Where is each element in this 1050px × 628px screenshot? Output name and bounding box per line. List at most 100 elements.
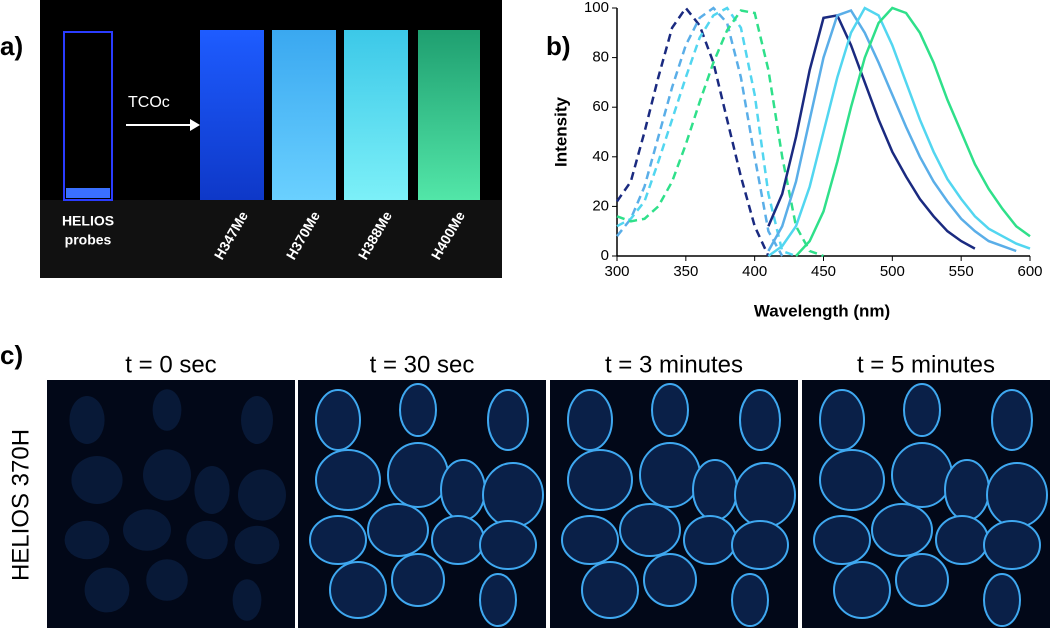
y-tick-label: 100 [584, 0, 609, 16]
y-tick-label: 20 [592, 197, 609, 214]
cell [315, 449, 381, 511]
micrographs [47, 380, 1050, 628]
cell [399, 383, 437, 437]
speckle [234, 525, 280, 565]
row-label: HELIOS 370H [7, 429, 34, 581]
cell [833, 561, 891, 619]
cell [991, 389, 1033, 451]
speckle [69, 396, 105, 444]
cell [567, 449, 633, 511]
cell [651, 383, 689, 437]
x-tick-label: 550 [949, 263, 974, 280]
cell [986, 462, 1048, 528]
y-tick-label: 60 [592, 98, 609, 115]
cell [440, 459, 486, 521]
cuvette [418, 30, 480, 200]
x-tick-label: 500 [880, 263, 905, 280]
speckle [232, 579, 262, 621]
cell [567, 389, 613, 451]
speckle [123, 509, 171, 551]
cell [309, 515, 367, 565]
x-tick-label: 600 [1017, 263, 1042, 280]
image-title: t = 0 sec [125, 351, 216, 378]
x-tick-label: 300 [604, 263, 629, 280]
cell [315, 389, 361, 451]
cell [482, 462, 544, 528]
speckle [71, 456, 123, 504]
series-line [616, 6, 797, 258]
speckle [64, 520, 110, 560]
micrograph [550, 380, 798, 628]
speckle [238, 469, 286, 521]
cell [983, 520, 1041, 570]
cell [983, 573, 1021, 627]
panel-label: a) [0, 31, 23, 61]
image-title: t = 5 minutes [857, 351, 995, 378]
micrograph [298, 380, 546, 628]
cell [479, 573, 517, 627]
cell [561, 515, 619, 565]
probe-line: probes [65, 232, 112, 248]
cell [479, 520, 537, 570]
cell [895, 553, 949, 607]
series-line [795, 6, 1031, 257]
series-line [616, 9, 824, 258]
speckle [84, 567, 130, 613]
cell [944, 459, 990, 521]
cell [619, 503, 681, 557]
cell [692, 459, 738, 521]
y-tick-label: 0 [601, 247, 609, 264]
chart: 0 20 40 60 80 100 300 350 400 450 500 550 600 [584, 0, 1043, 280]
cuvette [344, 30, 408, 200]
series-line [767, 6, 1031, 258]
cell [391, 553, 445, 607]
cell [819, 389, 865, 451]
cell [903, 383, 941, 437]
cuvette [272, 30, 336, 200]
empty-cuvette [63, 31, 113, 201]
series-line [616, 6, 784, 257]
cell [329, 561, 387, 619]
cell [643, 553, 697, 607]
cell [639, 442, 701, 508]
cuvette [200, 30, 264, 200]
photo-base [40, 200, 502, 278]
speckle [241, 396, 273, 444]
arrow-head [190, 119, 200, 131]
y-tick-label: 80 [592, 49, 609, 66]
cell [731, 573, 769, 627]
x-tick-label: 450 [811, 263, 836, 280]
y-tick-label: 40 [592, 148, 609, 165]
cell [487, 389, 529, 451]
panel-label: b) [546, 31, 571, 61]
image-title: t = 30 sec [370, 351, 475, 378]
cell [813, 515, 871, 565]
speckle [143, 449, 191, 501]
cell [387, 442, 449, 508]
cell [731, 520, 789, 570]
micrograph [47, 380, 295, 628]
cuvettes [200, 30, 480, 200]
speckle [152, 389, 182, 431]
cell [734, 462, 796, 528]
x-axis-title: Wavelength (nm) [754, 301, 890, 320]
cell [367, 503, 429, 557]
speckle [186, 520, 228, 560]
speckle [146, 559, 188, 601]
x-tick-label: 350 [673, 263, 698, 280]
series-line [767, 13, 976, 250]
reagent: TCOc [128, 94, 170, 111]
cell [819, 449, 885, 511]
y-axis-title: Intensity [551, 97, 570, 167]
series-line [767, 8, 1017, 253]
cell [431, 515, 485, 565]
image-title: t = 3 minutes [605, 351, 743, 378]
micrograph [802, 380, 1050, 628]
cell [739, 389, 781, 451]
cell [891, 442, 953, 508]
cell [935, 515, 989, 565]
speckle [194, 466, 230, 514]
series-line [615, 5, 770, 257]
